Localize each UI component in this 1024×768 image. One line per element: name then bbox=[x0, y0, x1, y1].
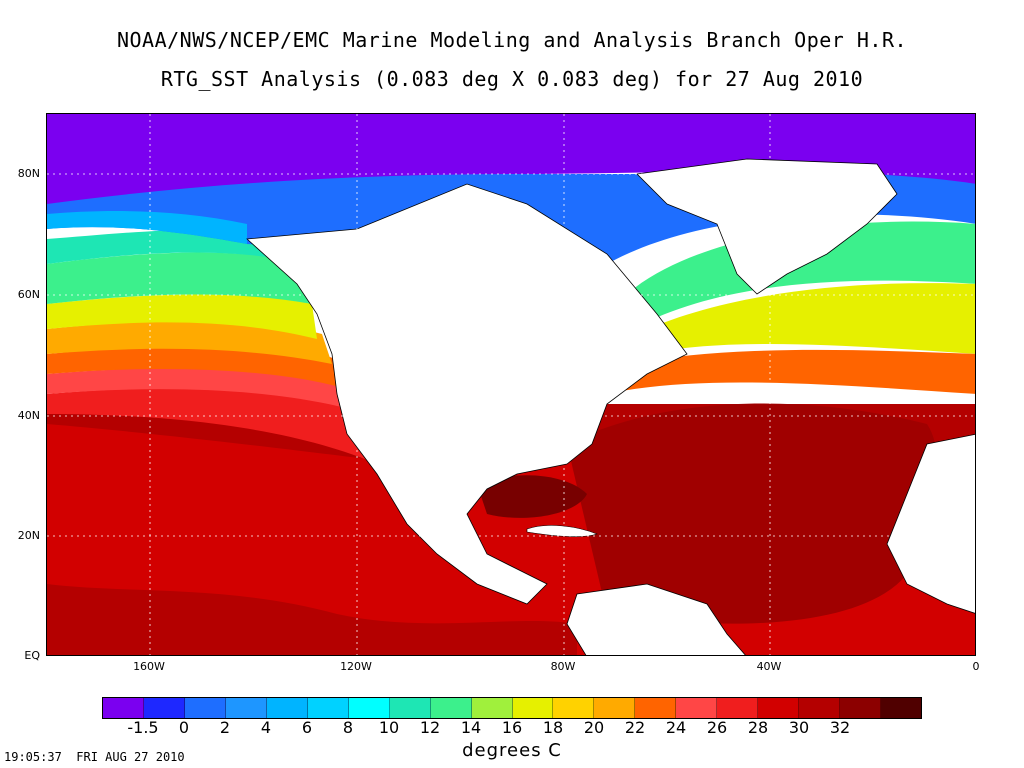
sst-band-20-pac bbox=[47, 320, 332, 364]
sst-band-atl-north bbox=[607, 221, 975, 344]
title-line-2: RTG_SST Analysis (0.083 deg X 0.083 deg)… bbox=[160, 67, 864, 91]
legend-swatch-16 bbox=[758, 698, 800, 718]
legend-swatch-6 bbox=[348, 698, 390, 718]
lon-label-80w: 80W bbox=[550, 660, 576, 673]
lat-label-eq: EQ bbox=[24, 649, 40, 662]
lat-label-40n: 40N bbox=[17, 409, 40, 422]
color-legend-labels: -1.5 0 2 4 6 8 10 12 14 16 18 20 22 24 26 28 30 32 bbox=[0, 718, 1024, 738]
color-legend bbox=[102, 697, 922, 719]
legend-label-16: 30 bbox=[788, 718, 810, 737]
lon-label-160w: 160W bbox=[133, 660, 165, 673]
south-america-land bbox=[566, 583, 746, 655]
legend-swatch-12 bbox=[594, 698, 636, 718]
sst-band-18-pac bbox=[47, 294, 317, 339]
graticule bbox=[47, 114, 975, 655]
legend-swatch-19 bbox=[881, 698, 922, 718]
sst-band-22-pac bbox=[47, 345, 347, 389]
legend-swatch-7 bbox=[389, 698, 431, 718]
legend-label-15: 28 bbox=[747, 718, 769, 737]
legend-swatch-17 bbox=[799, 698, 841, 718]
legend-label-6: 10 bbox=[378, 718, 400, 737]
sst-band-atl-orange bbox=[607, 349, 975, 394]
legend-label-2: 2 bbox=[219, 718, 231, 737]
legend-label-4: 6 bbox=[301, 718, 313, 737]
lon-label-40w: 40W bbox=[756, 660, 782, 673]
legend-label-11: 20 bbox=[583, 718, 605, 737]
sst-map bbox=[46, 113, 976, 656]
legend-swatch-15 bbox=[717, 698, 759, 718]
legend-swatch-10 bbox=[512, 698, 554, 718]
lat-label-60n: 60N bbox=[17, 288, 40, 301]
legend-swatch-2 bbox=[184, 698, 226, 718]
timestamp: 19:05:37 FRI AUG 27 2010 bbox=[4, 750, 185, 764]
lon-label-120w: 120W bbox=[340, 660, 372, 673]
sst-band-arctic-ice bbox=[47, 114, 975, 204]
legend-label-14: 26 bbox=[706, 718, 728, 737]
lat-label-20n: 20N bbox=[17, 529, 40, 542]
legend-swatch-11 bbox=[553, 698, 595, 718]
africa-land bbox=[886, 433, 975, 614]
legend-label-9: 16 bbox=[501, 718, 523, 737]
legend-label-7: 12 bbox=[419, 718, 441, 737]
sst-band-polar bbox=[47, 211, 247, 244]
sst-band-24 bbox=[47, 367, 367, 414]
legend-swatch-13 bbox=[635, 698, 677, 718]
legend-swatch-9 bbox=[471, 698, 513, 718]
legend-swatch-1 bbox=[143, 698, 185, 718]
sst-band-gulf bbox=[477, 475, 587, 518]
greenland-land bbox=[636, 158, 898, 295]
legend-label-5: 8 bbox=[342, 718, 354, 737]
legend-label-8: 14 bbox=[460, 718, 482, 737]
sst-band-26 bbox=[47, 388, 377, 464]
units-label: degrees C bbox=[462, 740, 562, 761]
sst-band-atl-warm bbox=[567, 403, 938, 624]
sst-band-14-pac bbox=[47, 252, 312, 304]
legend-swatch-5 bbox=[307, 698, 349, 718]
legend-swatch-14 bbox=[676, 698, 718, 718]
legend-label-1: 0 bbox=[178, 718, 190, 737]
sst-map-canvas bbox=[47, 114, 975, 655]
cuba-land bbox=[526, 525, 598, 537]
legend-label-13: 24 bbox=[665, 718, 687, 737]
legend-label-17: 32 bbox=[829, 718, 851, 737]
title-line-1: NOAA/NWS/NCEP/EMC Marine Modeling and An… bbox=[116, 28, 908, 52]
sst-band-28 bbox=[47, 584, 577, 655]
legend-swatch-0 bbox=[103, 698, 144, 718]
legend-swatch-8 bbox=[430, 698, 472, 718]
legend-label-10: 18 bbox=[542, 718, 564, 737]
legend-swatch-3 bbox=[225, 698, 267, 718]
legend-label-0: -1.5 bbox=[127, 718, 159, 737]
legend-swatch-18 bbox=[840, 698, 882, 718]
lon-label-0: 0 bbox=[972, 660, 980, 673]
lat-label-80n: 80N bbox=[17, 167, 40, 180]
legend-swatch-4 bbox=[266, 698, 308, 718]
sst-band-atl-mid bbox=[607, 283, 975, 364]
legend-label-12: 22 bbox=[624, 718, 646, 737]
legend-label-3: 4 bbox=[260, 718, 272, 737]
